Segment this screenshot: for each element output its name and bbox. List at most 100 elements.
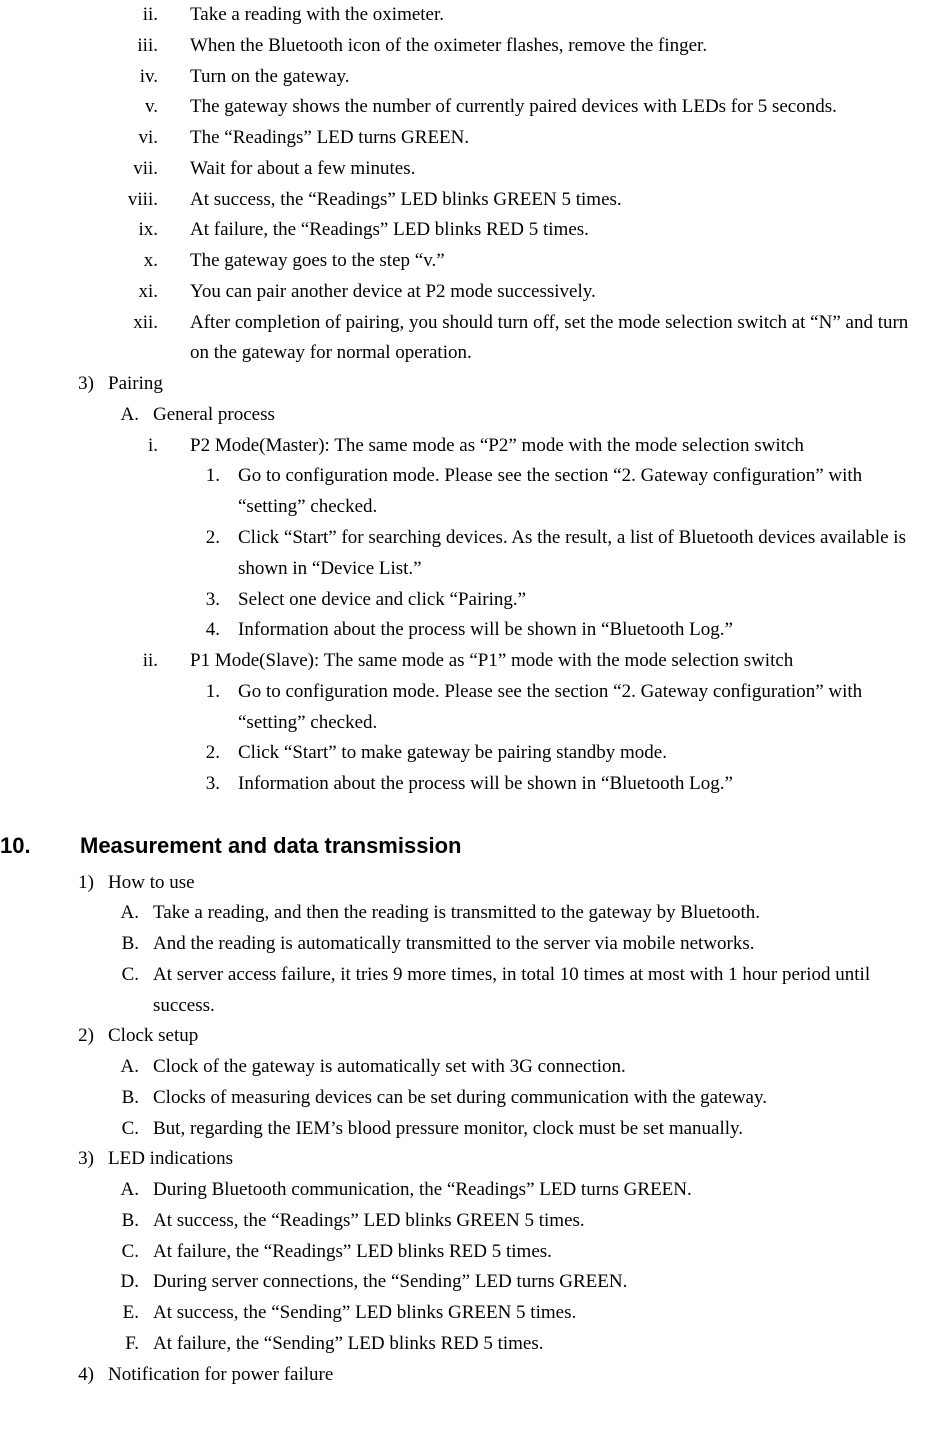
text: After completion of pairing, you should … bbox=[190, 308, 912, 370]
marker: vi. bbox=[0, 123, 190, 154]
text: LED indications bbox=[108, 1144, 912, 1175]
marker: 1) bbox=[0, 868, 108, 899]
marker: B. bbox=[0, 929, 153, 960]
list-item: 4.Information about the process will be … bbox=[0, 615, 912, 646]
marker: 2) bbox=[0, 1021, 108, 1052]
list-item: B.Clocks of measuring devices can be set… bbox=[0, 1083, 912, 1114]
text: P2 Mode(Master): The same mode as “P2” m… bbox=[190, 431, 912, 462]
list-item: iii.When the Bluetooth icon of the oxime… bbox=[0, 31, 912, 62]
list-item: viii.At success, the “Readings” LED blin… bbox=[0, 185, 912, 216]
marker: vii. bbox=[0, 154, 190, 185]
text: General process bbox=[153, 400, 912, 431]
marker: C. bbox=[0, 1114, 153, 1145]
text: When the Bluetooth icon of the oximeter … bbox=[190, 31, 912, 62]
text: P1 Mode(Slave): The same mode as “P1” mo… bbox=[190, 646, 912, 677]
marker: A. bbox=[0, 1175, 153, 1206]
list-item: C.At server access failure, it tries 9 m… bbox=[0, 960, 912, 1022]
marker: ii. bbox=[0, 0, 190, 31]
text: Take a reading with the oximeter. bbox=[190, 0, 912, 31]
text: Clocks of measuring devices can be set d… bbox=[153, 1083, 912, 1114]
text: During server connections, the “Sending”… bbox=[153, 1267, 912, 1298]
item-3-pairing: 3) Pairing bbox=[0, 369, 912, 400]
text: But, regarding the IEM’s blood pressure … bbox=[153, 1114, 912, 1145]
marker: 3. bbox=[0, 585, 238, 616]
marker: xii. bbox=[0, 308, 190, 370]
list-item: 3.Information about the process will be … bbox=[0, 769, 912, 800]
list-item: iv.Turn on the gateway. bbox=[0, 62, 912, 93]
marker: 4. bbox=[0, 615, 238, 646]
text: Take a reading, and then the reading is … bbox=[153, 898, 912, 929]
text: Information about the process will be sh… bbox=[238, 615, 912, 646]
list-item: 2.Click “Start” to make gateway be pairi… bbox=[0, 738, 912, 769]
item-ii-p1mode: ii. P1 Mode(Slave): The same mode as “P1… bbox=[0, 646, 912, 677]
text: Information about the process will be sh… bbox=[238, 769, 912, 800]
marker: C. bbox=[0, 960, 153, 1022]
section-title: Measurement and data transmission bbox=[54, 828, 912, 864]
text: At failure, the “Readings” LED blinks RE… bbox=[153, 1237, 912, 1268]
text: And the reading is automatically transmi… bbox=[153, 929, 912, 960]
list-item: C.At failure, the “Readings” LED blinks … bbox=[0, 1237, 912, 1268]
marker: i. bbox=[0, 431, 190, 462]
list-item: A.Clock of the gateway is automatically … bbox=[0, 1052, 912, 1083]
marker: 3. bbox=[0, 769, 238, 800]
text: At success, the “Readings” LED blinks GR… bbox=[153, 1206, 912, 1237]
text: The gateway goes to the step “v.” bbox=[190, 246, 912, 277]
list-item: ix.At failure, the “Readings” LED blinks… bbox=[0, 215, 912, 246]
marker: B. bbox=[0, 1206, 153, 1237]
marker: E. bbox=[0, 1298, 153, 1329]
marker: x. bbox=[0, 246, 190, 277]
list-item: 3.Select one device and click “Pairing.” bbox=[0, 585, 912, 616]
list-item: 1.Go to configuration mode. Please see t… bbox=[0, 677, 912, 739]
text: Notification for power failure bbox=[108, 1360, 912, 1391]
text: Click “Start” to make gateway be pairing… bbox=[238, 738, 912, 769]
marker: F. bbox=[0, 1329, 153, 1360]
list-item: D.During server connections, the “Sendin… bbox=[0, 1267, 912, 1298]
text: Pairing bbox=[108, 369, 912, 400]
marker: iv. bbox=[0, 62, 190, 93]
list-item: F.At failure, the “Sending” LED blinks R… bbox=[0, 1329, 912, 1360]
text: Turn on the gateway. bbox=[190, 62, 912, 93]
list-item: B.And the reading is automatically trans… bbox=[0, 929, 912, 960]
text: At success, the “Readings” LED blinks GR… bbox=[190, 185, 912, 216]
text: Go to configuration mode. Please see the… bbox=[238, 677, 912, 739]
marker: 3) bbox=[0, 369, 108, 400]
text: Select one device and click “Pairing.” bbox=[238, 585, 912, 616]
marker: 4) bbox=[0, 1360, 108, 1391]
section-10-heading: 10. Measurement and data transmission bbox=[0, 828, 912, 864]
list-item: 1.Go to configuration mode. Please see t… bbox=[0, 461, 912, 523]
list-item: xii.After completion of pairing, you sho… bbox=[0, 308, 912, 370]
text: At success, the “Sending” LED blinks GRE… bbox=[153, 1298, 912, 1329]
marker: A. bbox=[0, 898, 153, 929]
list-item: C.But, regarding the IEM’s blood pressur… bbox=[0, 1114, 912, 1145]
list-item: 2)Clock setup bbox=[0, 1021, 912, 1052]
text: At failure, the “Sending” LED blinks RED… bbox=[153, 1329, 912, 1360]
list-item: 2.Click “Start” for searching devices. A… bbox=[0, 523, 912, 585]
text: Wait for about a few minutes. bbox=[190, 154, 912, 185]
marker: ix. bbox=[0, 215, 190, 246]
list-item: E.At success, the “Sending” LED blinks G… bbox=[0, 1298, 912, 1329]
list-item: x.The gateway goes to the step “v.” bbox=[0, 246, 912, 277]
list-item: v.The gateway shows the number of curren… bbox=[0, 92, 912, 123]
list-item: A.Take a reading, and then the reading i… bbox=[0, 898, 912, 929]
text: The gateway shows the number of currentl… bbox=[190, 92, 912, 123]
marker: 2. bbox=[0, 738, 238, 769]
text: Go to configuration mode. Please see the… bbox=[238, 461, 912, 523]
text: You can pair another device at P2 mode s… bbox=[190, 277, 912, 308]
text: The “Readings” LED turns GREEN. bbox=[190, 123, 912, 154]
marker: 3) bbox=[0, 1144, 108, 1175]
marker: viii. bbox=[0, 185, 190, 216]
text: During Bluetooth communication, the “Rea… bbox=[153, 1175, 912, 1206]
marker: B. bbox=[0, 1083, 153, 1114]
marker: D. bbox=[0, 1267, 153, 1298]
marker: 2. bbox=[0, 523, 238, 585]
text: Clock of the gateway is automatically se… bbox=[153, 1052, 912, 1083]
list-item: xi.You can pair another device at P2 mod… bbox=[0, 277, 912, 308]
list-item: 1)How to use bbox=[0, 868, 912, 899]
text: At failure, the “Readings” LED blinks RE… bbox=[190, 215, 912, 246]
item-i-p2mode: i. P2 Mode(Master): The same mode as “P2… bbox=[0, 431, 912, 462]
list-item: vi.The “Readings” LED turns GREEN. bbox=[0, 123, 912, 154]
list-item: ii.Take a reading with the oximeter. bbox=[0, 0, 912, 31]
marker: v. bbox=[0, 92, 190, 123]
marker: xi. bbox=[0, 277, 190, 308]
marker: 1. bbox=[0, 677, 238, 739]
